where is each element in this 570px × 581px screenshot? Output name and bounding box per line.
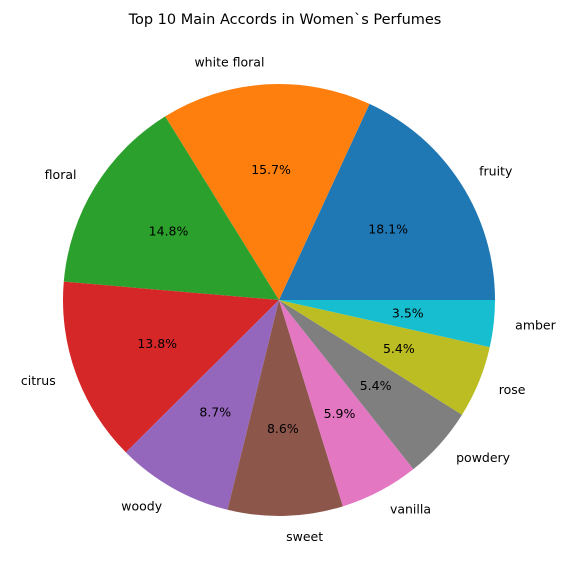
slice-label-white-floral: white floral xyxy=(194,54,264,69)
pie-slice-sweet xyxy=(227,300,343,516)
slice-percent-floral: 14.8% xyxy=(149,224,189,239)
pie-slice-vanilla xyxy=(279,300,414,507)
pie-slice-rose xyxy=(279,300,490,415)
slice-label-floral: floral xyxy=(45,167,77,182)
slice-percent-rose: 5.4% xyxy=(383,341,415,356)
slice-label-vanilla: vanilla xyxy=(390,502,431,517)
slice-percent-powdery: 5.4% xyxy=(360,378,392,393)
pie-slice-floral xyxy=(63,116,280,300)
pie-slices xyxy=(63,83,495,516)
pie-slice-white-floral xyxy=(165,83,370,300)
slice-percent-woody: 8.7% xyxy=(199,404,231,419)
slice-label-sweet: sweet xyxy=(286,529,323,544)
slice-label-woody: woody xyxy=(121,498,162,513)
slice-label-powdery: powdery xyxy=(456,450,511,465)
slice-label-fruity: fruity xyxy=(479,163,513,178)
pie-slice-woody xyxy=(125,300,280,510)
slice-percent-amber: 3.5% xyxy=(392,306,424,321)
slice-percent-sweet: 8.6% xyxy=(267,421,299,436)
pie-slice-fruity xyxy=(279,103,495,301)
slice-percent-white-floral: 15.7% xyxy=(251,162,291,177)
pie-labels: fruity 18.1% white floral 15.7% floral 14.8% c… xyxy=(21,54,557,544)
pie-slice-citrus xyxy=(63,281,280,453)
slice-percent-citrus: 13.8% xyxy=(137,336,177,351)
pie-slice-powdery xyxy=(279,300,463,470)
slice-percent-vanilla: 5.9% xyxy=(324,406,356,421)
slice-percent-fruity: 18.1% xyxy=(368,222,408,237)
slice-label-rose: rose xyxy=(499,382,526,397)
slice-label-amber: amber xyxy=(515,318,556,333)
chart-title: Top 10 Main Accords in Women`s Perfumes xyxy=(128,12,442,28)
slice-label-citrus: citrus xyxy=(21,373,56,388)
pie-slice-amber xyxy=(279,300,495,348)
